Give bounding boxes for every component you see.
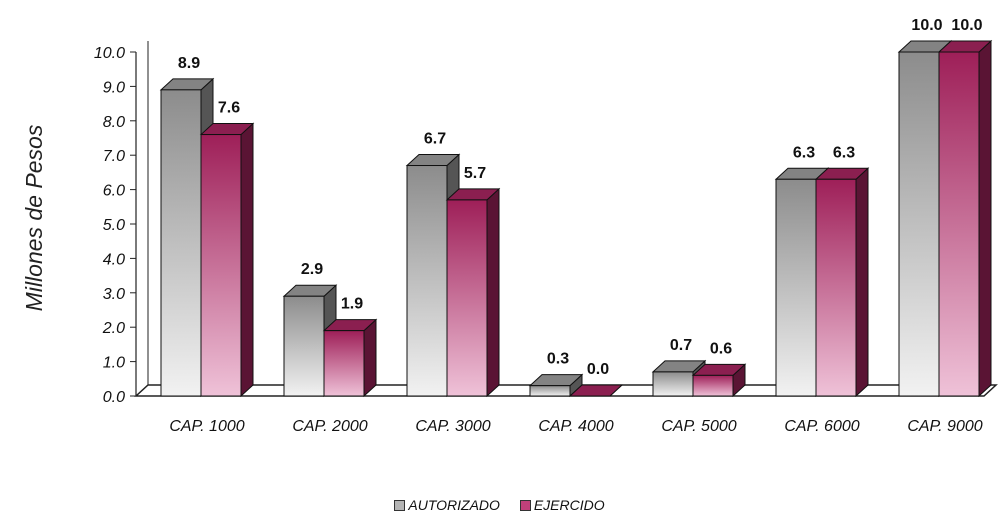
bar xyxy=(446,199,488,397)
legend-item-ejercido: EJERCIDO xyxy=(519,497,605,513)
bar xyxy=(200,134,242,397)
legend-item-autorizado: AUTORIZADO xyxy=(394,497,500,513)
bar xyxy=(898,51,940,397)
bar xyxy=(815,178,857,397)
bar xyxy=(938,51,980,397)
data-label: 10.0 xyxy=(911,17,942,34)
bar-side xyxy=(855,167,869,398)
y-tick-label: 8.0 xyxy=(103,114,125,131)
y-tick-label: 9.0 xyxy=(103,79,125,96)
y-tick-label: 10.0 xyxy=(94,45,125,62)
y-tick-label: 2.0 xyxy=(102,320,125,337)
data-label: 1.9 xyxy=(341,296,363,313)
bar-side xyxy=(240,122,254,398)
data-label: 0.6 xyxy=(710,340,732,357)
legend-swatch-ejercido xyxy=(519,499,531,511)
legend-swatch-autorizado xyxy=(394,499,406,511)
x-tick-label: CAP. 6000 xyxy=(784,418,859,435)
data-label: 0.0 xyxy=(587,361,609,378)
y-tick-label: 3.0 xyxy=(103,286,125,303)
data-label: 5.7 xyxy=(464,165,486,182)
bar xyxy=(652,371,694,397)
y-tick-label: 7.0 xyxy=(103,148,125,165)
bar xyxy=(692,374,734,397)
x-tick-label: CAP. 3000 xyxy=(415,418,490,435)
bar xyxy=(323,330,365,397)
y-tick-label: 4.0 xyxy=(103,251,125,268)
data-label: 10.0 xyxy=(951,17,982,34)
bar xyxy=(529,385,571,397)
legend-label-ejercido: EJERCIDO xyxy=(533,497,605,513)
y-tick-label: 6.0 xyxy=(103,183,125,200)
y-tick-label: 1.0 xyxy=(103,355,125,372)
legend-label-autorizado: AUTORIZADO xyxy=(408,497,500,513)
x-tick-label: CAP. 4000 xyxy=(538,418,613,435)
bar-side xyxy=(486,187,500,398)
legend: AUTORIZADO EJERCIDO xyxy=(0,497,999,514)
x-tick-label: CAP. 2000 xyxy=(292,418,367,435)
bar-side xyxy=(978,39,992,398)
x-tick-label: CAP. 9000 xyxy=(907,418,982,435)
data-label: 8.9 xyxy=(178,55,200,72)
data-label: 6.3 xyxy=(833,144,855,161)
data-label: 0.7 xyxy=(670,337,692,354)
data-label: 2.9 xyxy=(301,261,323,278)
data-label: 0.3 xyxy=(547,351,569,368)
x-tick-label: CAP. 1000 xyxy=(169,418,244,435)
x-tick-label: CAP. 5000 xyxy=(661,418,736,435)
y-axis-title: Millones de Pesos xyxy=(21,124,47,311)
bar-top xyxy=(568,384,624,397)
bar-side xyxy=(363,318,377,398)
bar xyxy=(775,178,817,397)
bar xyxy=(406,165,448,397)
data-label: 6.3 xyxy=(793,144,815,161)
data-label: 7.6 xyxy=(218,100,240,117)
bar xyxy=(160,89,202,397)
bar xyxy=(283,295,325,397)
y-tick-label: 5.0 xyxy=(103,217,125,234)
y-tick-label: 0.0 xyxy=(103,389,125,406)
data-label: 6.7 xyxy=(424,131,446,148)
